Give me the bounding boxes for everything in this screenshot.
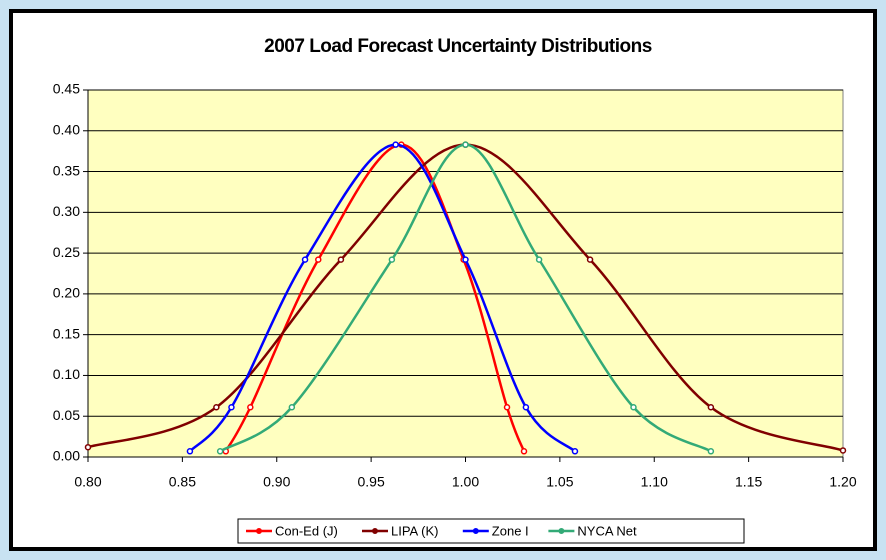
legend-marker bbox=[256, 528, 262, 534]
y-tick-label: 0.20 bbox=[53, 285, 80, 301]
point bbox=[392, 141, 399, 148]
point bbox=[228, 404, 235, 411]
legend-marker bbox=[558, 528, 565, 534]
x-tick-label: 1.15 bbox=[735, 474, 762, 490]
chart-title: 2007 Load Forecast Uncertainty Distribut… bbox=[264, 36, 652, 57]
point bbox=[707, 404, 715, 411]
y-tick-label: 0.25 bbox=[53, 244, 80, 260]
legend-label: NYCA Net bbox=[577, 523, 637, 538]
point bbox=[288, 404, 296, 411]
point bbox=[522, 404, 530, 411]
legend-label: Zone I bbox=[492, 523, 529, 538]
point bbox=[247, 404, 254, 411]
x-tick-label: 0.85 bbox=[169, 474, 196, 490]
y-tick-label: 0.15 bbox=[53, 325, 80, 341]
y-tick-label: 0.00 bbox=[53, 448, 80, 464]
legend-marker bbox=[472, 528, 479, 534]
point bbox=[503, 404, 511, 411]
point bbox=[586, 256, 594, 263]
x-tick-label: 0.95 bbox=[358, 474, 385, 490]
point bbox=[315, 256, 322, 263]
y-tick-label: 0.30 bbox=[53, 203, 80, 219]
y-tick-label: 0.45 bbox=[53, 81, 80, 97]
point bbox=[520, 448, 528, 455]
point bbox=[186, 448, 194, 455]
legend-label: Con-Ed (J) bbox=[275, 523, 338, 538]
x-tick-label: 1.20 bbox=[829, 474, 856, 490]
point bbox=[462, 256, 469, 263]
point bbox=[301, 256, 309, 263]
legend-marker bbox=[372, 528, 378, 534]
point bbox=[337, 256, 345, 263]
legend-box bbox=[237, 518, 745, 544]
x-tick-label: 1.00 bbox=[452, 474, 479, 490]
point bbox=[535, 256, 543, 263]
x-tick-label: 0.80 bbox=[74, 474, 101, 490]
point bbox=[84, 443, 92, 451]
point bbox=[388, 256, 396, 263]
point bbox=[707, 448, 715, 455]
x-tick-label: 0.90 bbox=[263, 474, 290, 490]
legend-label: LIPA (K) bbox=[391, 523, 438, 538]
point bbox=[571, 448, 579, 455]
point bbox=[630, 404, 637, 411]
y-tick-label: 0.05 bbox=[53, 407, 80, 423]
y-tick-label: 0.35 bbox=[53, 162, 80, 178]
y-tick-label: 0.40 bbox=[53, 121, 80, 137]
point bbox=[213, 404, 220, 411]
y-tick-label: 0.10 bbox=[53, 366, 80, 382]
x-tick-label: 1.05 bbox=[546, 474, 573, 490]
x-tick-label: 1.10 bbox=[641, 474, 668, 490]
point bbox=[839, 447, 847, 454]
point bbox=[462, 141, 469, 148]
point bbox=[216, 448, 224, 455]
